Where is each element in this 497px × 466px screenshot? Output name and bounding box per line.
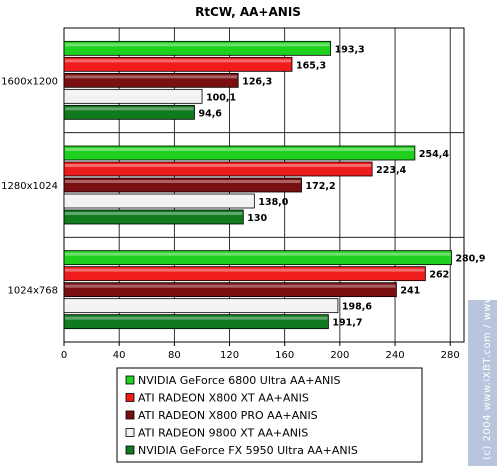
bar-highlight xyxy=(65,252,451,256)
x-tick-label: 240 xyxy=(385,350,404,361)
category-label: 1024x768 xyxy=(8,286,58,297)
bar xyxy=(63,56,293,72)
data-label: 262 xyxy=(429,270,449,281)
x-tick-label: 200 xyxy=(330,350,349,361)
data-label: 241 xyxy=(400,286,420,297)
data-label: 138,0 xyxy=(258,197,288,208)
x-tick-label: 120 xyxy=(220,350,239,361)
bar-highlight xyxy=(65,59,291,63)
bar xyxy=(63,209,244,225)
legend-swatch xyxy=(125,445,135,455)
legend-swatch xyxy=(125,410,135,420)
legend-swatch xyxy=(125,375,135,385)
bar-highlight xyxy=(65,316,328,320)
legend: NVIDIA GeForce 6800 Ultra AA+ANIS ATI RAD… xyxy=(116,367,423,463)
data-label: 172,2 xyxy=(306,181,336,192)
bar-highlight xyxy=(65,268,425,272)
data-label: 254,4 xyxy=(419,149,449,160)
data-label: 191,7 xyxy=(332,318,362,329)
bar xyxy=(63,161,373,177)
data-label: 126,3 xyxy=(242,76,272,87)
bar xyxy=(63,298,339,314)
data-label: 223,4 xyxy=(376,165,406,176)
x-tick-label: 40 xyxy=(113,350,126,361)
data-labels: 193,3 165,3 126,3 100,1 94,6 254,4 223,4 172,2 1… xyxy=(198,44,485,328)
bar-highlight xyxy=(65,212,243,215)
bar-highlight xyxy=(65,148,414,151)
data-label: 130 xyxy=(247,213,267,224)
bar-highlight xyxy=(65,91,202,95)
data-label: 198,6 xyxy=(342,302,372,313)
legend-label: ATI RADEON 9800 XT AA+ANIS xyxy=(138,427,308,440)
legend-label: ATI RADEON X800 XT AA+ANIS xyxy=(138,392,309,405)
bar-highlight xyxy=(65,164,372,167)
watermark: (c) 2004 www.iXBT.com / www.Digit-Life.c… xyxy=(468,215,497,466)
bars xyxy=(63,40,452,330)
legend-box xyxy=(116,367,423,463)
bar xyxy=(63,266,426,282)
category-label: 1600x1200 xyxy=(1,76,58,87)
bar xyxy=(63,104,195,120)
legend-label: NVIDIA GeForce 6800 Ultra AA+ANIS xyxy=(138,374,341,387)
legend-swatch xyxy=(125,393,135,402)
x-tick-label: 80 xyxy=(168,350,181,361)
category-labels: 1600x1200 1280x1024 1024x768 xyxy=(1,76,58,296)
bar xyxy=(63,40,332,56)
bar-highlight xyxy=(65,75,238,79)
bar xyxy=(63,193,255,209)
bar xyxy=(63,145,416,161)
data-label: 165,3 xyxy=(296,60,326,71)
bar xyxy=(63,88,203,104)
bar-highlight xyxy=(65,196,254,199)
legend-label: NVIDIA GeForce FX 5950 Ultra AA+ANIS xyxy=(138,444,358,457)
bar-highlight xyxy=(65,180,301,183)
x-tick-label: 160 xyxy=(275,350,294,361)
bar xyxy=(63,72,239,88)
data-label: 193,3 xyxy=(335,44,365,55)
legend-label: ATI RADEON X800 PRO AA+ANIS xyxy=(138,409,318,422)
bar xyxy=(63,282,397,298)
bar xyxy=(63,250,452,266)
x-tick-labels: 0 40 80 120 160 200 240 280 xyxy=(61,342,460,361)
legend-swatch xyxy=(125,428,135,437)
bar-highlight xyxy=(65,284,396,288)
x-tick-label: 0 xyxy=(61,350,67,361)
x-tick-label: 280 xyxy=(441,350,460,361)
category-label: 1280x1024 xyxy=(1,181,58,192)
bar xyxy=(63,177,302,193)
data-label: 100,1 xyxy=(206,92,236,103)
bar-highlight xyxy=(65,107,194,111)
bar-highlight xyxy=(65,43,330,47)
data-label: 280,9 xyxy=(455,254,485,265)
bar xyxy=(63,314,329,330)
chart-title: RtCW, AA+ANIS xyxy=(195,5,301,19)
bar-highlight xyxy=(65,300,337,304)
data-label: 94,6 xyxy=(198,108,222,119)
watermark-text: (c) 2004 www.iXBT.com / www.Digit-Life.c… xyxy=(482,214,493,460)
